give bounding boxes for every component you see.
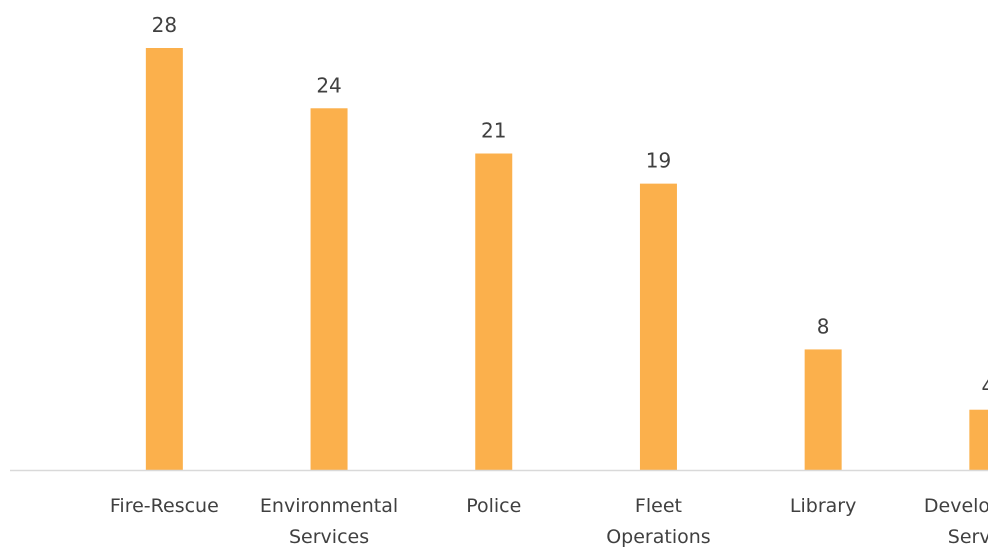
category-label-5: Development Services [924,495,988,547]
bar-4 [804,349,842,470]
category-label-line: Services [948,526,988,547]
category-label-line: Fire-Rescue [110,495,219,517]
category-label-line: Services [289,526,369,547]
category-label-1: Environmental Services [260,495,398,547]
category-label-line: Fleet [635,495,682,517]
value-label-4: 8 [817,314,830,338]
category-label-line: Environmental [260,495,398,517]
category-label-line: Operations [606,526,710,547]
value-label-1: 24 [316,73,341,97]
bar-0 [145,48,183,470]
value-labels-group: 28 24 21 19 8 4 [152,13,988,399]
category-labels-group: Fire-Rescue Environmental Services Police Fl… [110,495,988,547]
value-label-2: 21 [481,119,506,143]
category-label-4: Library [790,495,856,517]
bar-3 [639,183,677,470]
bar-2 [475,153,513,470]
value-label-5: 4 [981,375,988,399]
value-label-0: 28 [152,13,177,37]
bar-1 [310,108,348,471]
category-label-2: Police [466,495,521,517]
bars-group [145,48,988,471]
category-label-3: Fleet Operations [606,495,710,547]
value-label-3: 19 [646,149,671,173]
category-label-line: Library [790,495,856,517]
category-label-line: Police [466,495,521,517]
category-label-line: Development [924,495,988,517]
category-label-0: Fire-Rescue [110,495,219,517]
bar-5 [969,409,988,470]
